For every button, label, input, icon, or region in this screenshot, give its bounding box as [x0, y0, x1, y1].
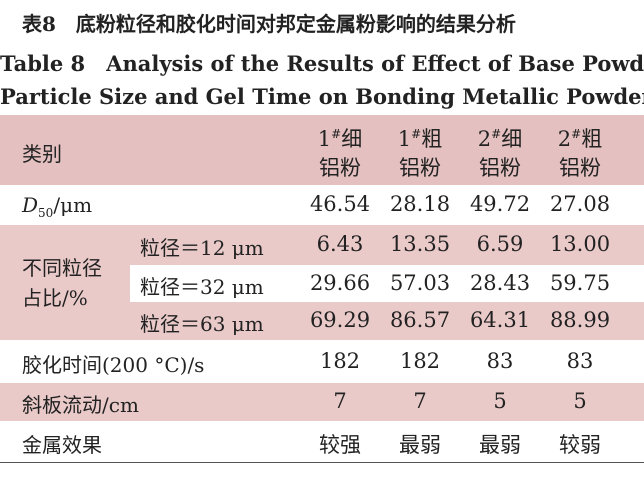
group-bg: [0, 225, 130, 340]
row-label-part: 50: [38, 206, 54, 220]
header-text: #: [491, 127, 502, 141]
column-header: 1#粗铝粉: [380, 120, 460, 183]
cell: 6.59: [476, 232, 524, 256]
cell: 69.29: [309, 308, 371, 332]
row-label: 斜板流动/cm: [22, 393, 139, 417]
header-text: 铝粉: [399, 156, 441, 180]
group-label: 占比/%: [22, 286, 88, 310]
column-header: 1#细铝粉: [300, 120, 380, 183]
cell: 27.08: [549, 192, 611, 216]
cell: 7: [413, 389, 427, 413]
cell: 5: [493, 389, 507, 413]
header-label: 类别: [22, 142, 62, 166]
cell: 83: [486, 348, 514, 373]
row-label-part: /μm: [53, 193, 93, 217]
row-label: 金属效果: [22, 432, 102, 457]
header-text: #: [571, 127, 582, 141]
header-text: #: [411, 127, 422, 141]
header-text: 细: [341, 127, 363, 151]
title-zh: 表8 底粉粒径和胶化时间对邦定金属粉影响的结果分析: [22, 12, 516, 36]
cell: 13.00: [549, 232, 611, 256]
cell: 较弱: [559, 432, 601, 457]
sub-label: 粒径＝12 μm: [140, 236, 264, 260]
header-text: 2: [477, 127, 492, 151]
header-text: 1: [397, 127, 412, 151]
cell: 5: [573, 389, 587, 413]
title-en: Particle Size and Gel Time on Bonding Me…: [0, 84, 644, 109]
row-bg: [130, 225, 644, 265]
cell: 83: [566, 348, 594, 373]
cell: 182: [319, 348, 361, 373]
cell: 最弱: [479, 432, 521, 457]
header-text: 铝粉: [559, 156, 601, 180]
header-text: #: [331, 127, 342, 141]
cell: 57.03: [389, 270, 451, 295]
cell: 64.31: [469, 308, 531, 332]
cell: 49.72: [469, 192, 531, 216]
column-header: 2#细铝粉: [460, 120, 540, 183]
cell: 29.66: [309, 270, 371, 295]
header-text: 粗: [421, 127, 443, 151]
title-en: Table 8 Analysis of the Results of Effec…: [0, 51, 644, 76]
cell: 182: [399, 348, 441, 373]
header-text: 1: [317, 127, 332, 151]
table-rule: [0, 462, 644, 463]
header-text: 铝粉: [479, 156, 521, 180]
cell: 28.43: [469, 270, 531, 295]
header-text: 铝粉: [319, 156, 361, 180]
header-text: 2: [557, 127, 572, 151]
row-bg: [130, 302, 644, 340]
cell: 88.99: [549, 308, 611, 332]
cell: 28.18: [389, 192, 451, 216]
row-label: 胶化时间(200 °C)/s: [22, 352, 205, 377]
cell: 59.75: [549, 270, 611, 295]
row-bg: [0, 115, 644, 185]
group-label: 不同粒径: [22, 256, 102, 280]
header-text: 细: [501, 127, 523, 151]
cell: 6.43: [316, 232, 364, 256]
sub-label: 粒径＝32 μm: [140, 274, 264, 299]
cell: 86.57: [389, 308, 451, 332]
row-label-part: D: [22, 193, 39, 217]
column-header: 2#粗铝粉: [540, 120, 620, 183]
cell: 7: [333, 389, 347, 413]
sub-label: 粒径＝63 μm: [140, 312, 264, 336]
row-label: D50/μm: [22, 193, 92, 220]
cell: 较强: [319, 432, 361, 457]
row-bg: [0, 383, 644, 421]
cell: 46.54: [309, 192, 371, 216]
cell: 13.35: [389, 232, 451, 256]
cell: 最弱: [399, 432, 441, 457]
header-text: 粗: [581, 127, 603, 151]
